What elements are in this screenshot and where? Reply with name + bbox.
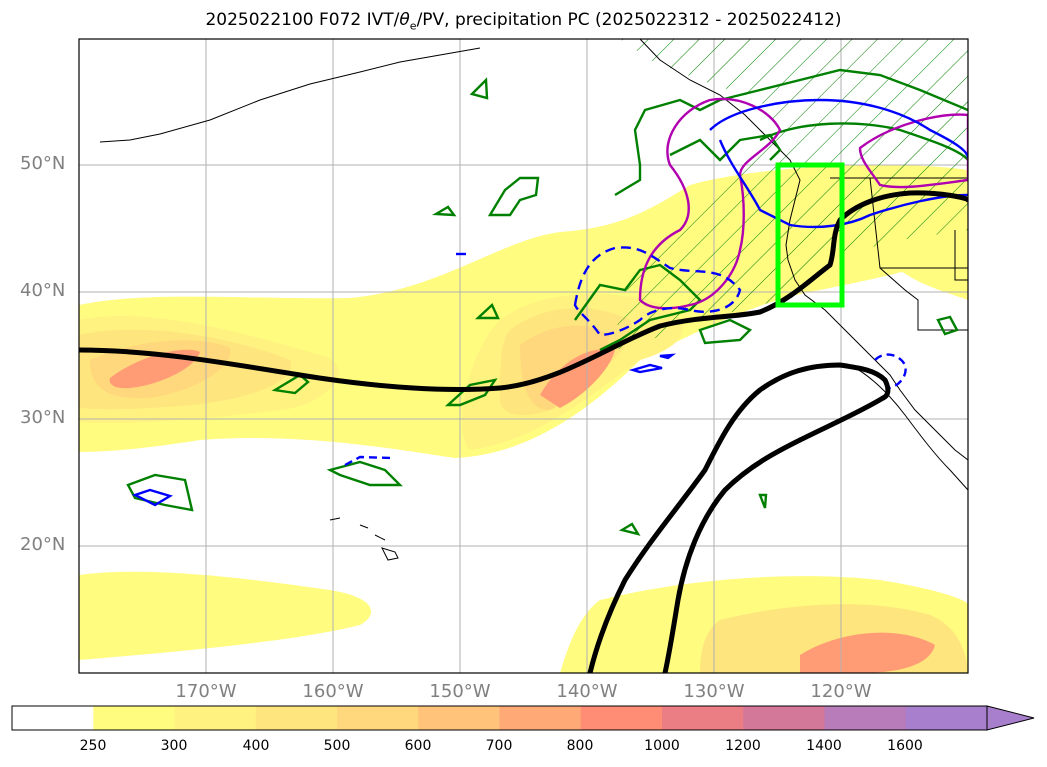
blue-contours (131, 98, 968, 507)
lat-label: 20°N (20, 534, 66, 555)
colorbar-label: 700 (485, 738, 513, 754)
colorbar-segment (12, 706, 94, 730)
lon-label: 170°W (175, 681, 237, 702)
colorbar-extend-arrow (986, 705, 1035, 731)
theta-e-contour-main (79, 190, 968, 392)
pv-contour-ne (759, 122, 968, 161)
pv-contour-nw (614, 68, 968, 197)
colorbar-label: 1600 (887, 738, 923, 754)
blue-contour-dashed (573, 246, 742, 337)
colorbar-segment (337, 706, 419, 730)
theta-e-contour-south-a (587, 362, 891, 673)
lon-label: 160°W (302, 681, 364, 702)
colorbar-segment (824, 706, 907, 730)
pv-contour-island1 (487, 176, 540, 217)
lon-label: 130°W (683, 681, 745, 702)
pv-contour-central (574, 263, 702, 352)
colorbar-label: 600 (404, 738, 432, 754)
map-frame (78, 38, 969, 674)
colorbar-segment (93, 706, 175, 730)
theta-e-contours (79, 190, 968, 673)
pv-contours (126, 68, 968, 536)
hawaii-islands (329, 517, 399, 561)
pv-contour-island3 (431, 205, 457, 217)
colorbar (11, 705, 1035, 731)
colorbar-label: 250 (79, 738, 107, 754)
colorbar-label: 1200 (725, 738, 761, 754)
gridlines (79, 39, 968, 673)
colorbar-segment (662, 706, 744, 730)
magenta-contour-east (858, 113, 968, 189)
pv-contour-island8 (126, 473, 194, 512)
ivt-band-south-250 (79, 571, 372, 660)
pv-contour-island4 (469, 77, 489, 100)
colorbar-label: 300 (160, 738, 188, 754)
blue-contour-dashed-baja (874, 353, 907, 390)
lon-label: 150°W (429, 681, 491, 702)
ivt-band-west (880, 238, 968, 300)
magenta-contours (638, 97, 968, 310)
lat-label: 40°N (20, 280, 66, 301)
lat-label: 50°N (20, 153, 66, 174)
ivt-band-east-4 (540, 349, 615, 408)
blue-contour-mid (628, 353, 677, 374)
colorbar-label: 800 (566, 738, 594, 754)
map-panel (79, 39, 968, 673)
colorbar-label: 400 (242, 738, 270, 754)
colorbar-label: 1000 (644, 738, 680, 754)
magenta-contour-west (638, 97, 782, 310)
colorbar-frame (11, 705, 988, 731)
blue-contour-sw (131, 488, 173, 507)
pv-contour-mid (698, 318, 753, 345)
pv-contour-island11 (758, 493, 768, 509)
pv-contour-island2 (474, 302, 500, 320)
colorbar-label: 500 (323, 738, 351, 754)
state-borders (830, 177, 968, 331)
lon-label: 120°W (810, 681, 872, 702)
colorbar-segment (580, 706, 663, 730)
lat-label: 30°N (20, 407, 66, 428)
colorbar-segment (418, 706, 500, 730)
pv-contour-island9 (618, 522, 641, 536)
pv-contour-island7 (326, 460, 403, 487)
pv-contour-island5 (271, 373, 310, 395)
blue-contour-north (709, 98, 968, 229)
colorbar-segments (12, 706, 988, 730)
pv-contour-island10 (936, 315, 959, 336)
colorbar-segment (499, 706, 582, 730)
colorbar-label: 1400 (806, 738, 842, 754)
colorbar-segment (743, 706, 825, 730)
theta-e-contour-south-b (662, 395, 886, 673)
ivt-band-700 (109, 349, 200, 389)
highlight-box (775, 162, 845, 308)
colorbar-segment (174, 706, 257, 730)
pv-contour-nw2 (669, 133, 782, 162)
colorbar-segment (905, 706, 988, 730)
map-title: 2025022100 F072 IVT/θe/PV, precipitation… (205, 10, 842, 33)
lon-label: 140°W (556, 681, 618, 702)
aleutian-coast (99, 47, 481, 143)
ivt-band-south2-700 (800, 632, 935, 673)
blue-contour-dashed-hi (344, 455, 393, 467)
baja-coast (849, 364, 968, 491)
colorbar-segment (255, 706, 338, 730)
